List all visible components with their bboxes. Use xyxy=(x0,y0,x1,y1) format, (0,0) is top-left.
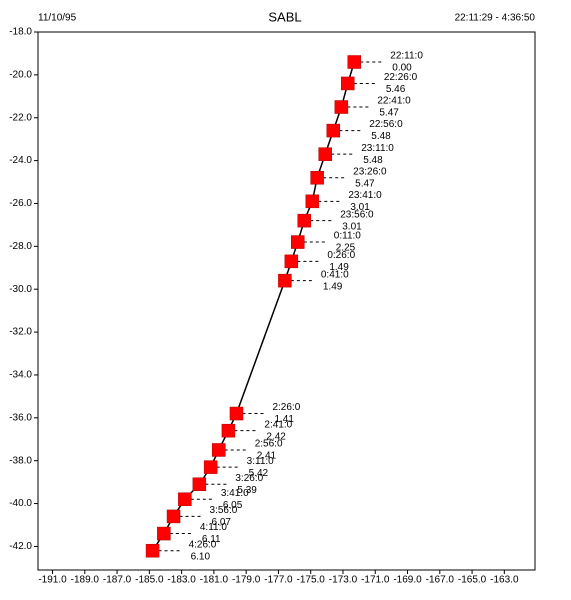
x-tick-label: -167.0 xyxy=(426,575,455,586)
x-tick-label: -169.0 xyxy=(393,575,422,586)
point-time: 23:56:0 xyxy=(340,209,374,220)
point xyxy=(347,55,362,69)
point xyxy=(310,171,324,185)
point-time: 3:41:0 xyxy=(221,488,249,499)
chart-title: SABL xyxy=(268,9,301,24)
point-speed: 6.07 xyxy=(212,517,232,528)
x-tick-label: -183.0 xyxy=(167,575,196,586)
y-tick-label: -38.0 xyxy=(9,455,32,466)
x-tick-label: -189.0 xyxy=(71,575,100,586)
point-time: 0:41:0 xyxy=(321,269,349,280)
point-speed: 5.39 xyxy=(237,485,257,496)
point-speed: 6.10 xyxy=(191,551,211,562)
point-speed: 2.41 xyxy=(257,451,277,462)
y-tick-label: -32.0 xyxy=(9,327,32,338)
point xyxy=(318,147,332,161)
point-time: 3:11:0 xyxy=(247,456,274,467)
plot-frame xyxy=(37,31,536,571)
y-tick-label: -30.0 xyxy=(9,284,32,295)
point-time: 23:11:0 xyxy=(361,143,394,154)
point-speed: 2.42 xyxy=(266,431,286,442)
point-time: 2:26:0 xyxy=(272,402,300,413)
x-tick-label: -177.0 xyxy=(264,575,293,586)
point xyxy=(297,213,311,228)
point xyxy=(284,254,299,269)
point xyxy=(157,526,171,541)
point-speed: 5.47 xyxy=(355,178,375,189)
point-speed: 1.41 xyxy=(274,414,294,425)
point-speed: 5.46 xyxy=(386,84,406,95)
x-tick-label: -179.0 xyxy=(232,575,261,586)
x-tick-label: -165.0 xyxy=(458,575,487,586)
point-time: 23:41:0 xyxy=(348,190,382,201)
point-time: 3:26:0 xyxy=(235,473,263,484)
point xyxy=(211,443,226,457)
point xyxy=(326,123,341,138)
y-tick-label: -18.0 xyxy=(9,27,32,38)
point xyxy=(291,235,305,249)
point xyxy=(334,100,349,114)
point-time: 0:11:0 xyxy=(334,231,361,242)
point-time: 0:26:0 xyxy=(327,250,355,261)
point-speed: 3.01 xyxy=(342,221,362,232)
point-speed: 6.11 xyxy=(202,534,221,545)
point-speed: 5.48 xyxy=(371,131,391,142)
y-tick-label: -40.0 xyxy=(9,498,32,509)
point xyxy=(221,423,236,438)
x-tick-label: -163.0 xyxy=(490,575,519,586)
y-tick-label: -20.0 xyxy=(9,70,32,81)
point xyxy=(145,543,160,558)
x-tick-label: -191.0 xyxy=(38,575,67,586)
point-time: 2:56:0 xyxy=(255,439,283,450)
y-tick-label: -36.0 xyxy=(9,412,32,423)
point-time: 4:26:0 xyxy=(189,539,217,550)
point-speed: 5.48 xyxy=(363,155,383,166)
point-speed: 0.00 xyxy=(392,63,412,74)
point-time: 2:41:0 xyxy=(264,419,292,430)
point-speed: 5.47 xyxy=(379,108,399,119)
x-tick-label: -171.0 xyxy=(361,575,390,586)
x-tick-label: -181.0 xyxy=(200,575,229,586)
point-speed: 3.01 xyxy=(350,202,370,213)
point xyxy=(305,194,320,209)
y-tick-label: -28.0 xyxy=(9,241,32,252)
y-tick-label: -26.0 xyxy=(9,198,32,209)
point-speed: 6.05 xyxy=(223,500,243,511)
x-tick-label: -173.0 xyxy=(329,575,358,586)
point-time: 23:26:0 xyxy=(353,166,387,177)
y-tick-label: -22.0 xyxy=(9,112,32,123)
point-speed: 1.49 xyxy=(323,281,343,292)
y-tick-label: -34.0 xyxy=(9,370,32,381)
point xyxy=(341,76,355,91)
point-time: 22:56:0 xyxy=(369,119,403,130)
point-time: 22:41:0 xyxy=(377,96,411,107)
x-tick-label: -175.0 xyxy=(297,575,326,586)
point-time: 22:11:0 xyxy=(390,51,423,62)
point-time: 22:26:0 xyxy=(384,72,418,83)
point xyxy=(192,477,207,492)
x-tick-label: -185.0 xyxy=(135,575,164,586)
point xyxy=(278,273,292,288)
y-tick-label: -42.0 xyxy=(9,541,32,552)
point-speed: 1.49 xyxy=(329,262,349,273)
date: 11/10/95 xyxy=(38,13,77,24)
point-time: 4:11:0 xyxy=(200,522,227,533)
time-range: 22:11:29 - 4:36:50 xyxy=(455,13,536,24)
point xyxy=(229,406,244,421)
point-speed: 5.42 xyxy=(249,468,269,479)
point xyxy=(178,492,192,507)
y-tick-label: -24.0 xyxy=(9,155,32,166)
point xyxy=(203,460,218,474)
point xyxy=(166,509,181,524)
point-time: 3:56:0 xyxy=(210,505,238,516)
point-speed: 2.25 xyxy=(336,243,356,254)
x-tick-label: -187.0 xyxy=(103,575,132,586)
